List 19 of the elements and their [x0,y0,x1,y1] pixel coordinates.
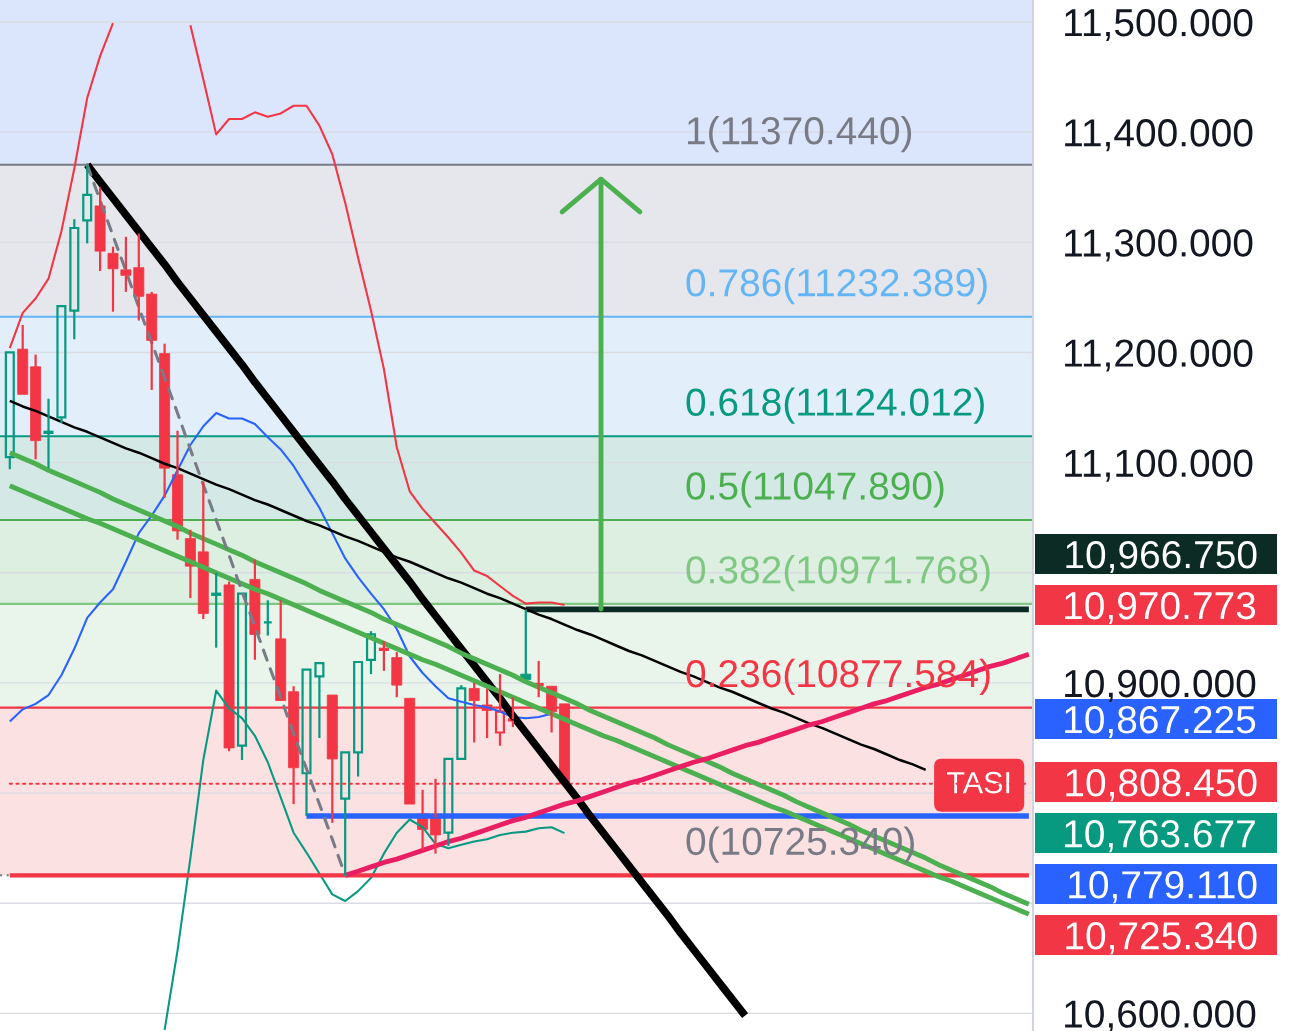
data-label: 10,725.340 [1066,922,1257,955]
y-tick-label: 10,900.000 [1065,669,1256,702]
y-tick-label: 10,970.773 [1065,591,1256,625]
y-tick-label: 11,300.000 [1065,229,1253,262]
y-tick-label: 10,763.677 [1065,820,1255,853]
y-tick-label: 11,200.000 [1065,339,1253,372]
annotation: TASI [947,771,1010,794]
data-label: 10,966.750 [1066,540,1257,574]
y-tick-label: 11,100.000 [1065,449,1253,482]
y-tick-label: 10,867.225 [1065,705,1256,739]
ref-line-label: 1(11370.440) [687,115,912,153]
ref-line-label: 0.5(11047.890) [686,471,944,508]
ref-line-label: 0.618(11124.012) [686,387,984,424]
data-label: 10,808.450 [1066,769,1257,802]
ref-line-label: 0.382(10971.768) [686,555,990,592]
y-tick-label: 11,400.000 [1065,119,1253,152]
y-tick-label: 11,500.000 [1065,8,1253,42]
data-label: 10,779.110 [1069,871,1257,904]
ref-line-label: 0.786(11232.389) [686,268,987,305]
